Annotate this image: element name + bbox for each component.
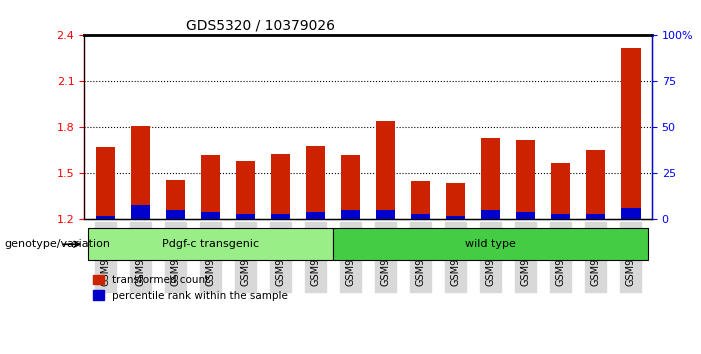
- Bar: [586, 214, 606, 219]
- Bar: [446, 216, 465, 219]
- Bar: [236, 214, 255, 219]
- Text: genotype/variation: genotype/variation: [4, 239, 110, 249]
- Bar: [516, 140, 536, 219]
- Bar: [551, 214, 571, 219]
- Bar: [306, 212, 325, 219]
- Text: Pdgf-c transgenic: Pdgf-c transgenic: [162, 239, 259, 249]
- Bar: [271, 154, 290, 219]
- FancyBboxPatch shape: [333, 228, 648, 260]
- Bar: [341, 210, 360, 219]
- Bar: [446, 183, 465, 219]
- Bar: [130, 126, 150, 219]
- Bar: [341, 155, 360, 219]
- Bar: [165, 179, 185, 219]
- Bar: [551, 163, 571, 219]
- Text: GDS5320 / 10379026: GDS5320 / 10379026: [186, 19, 335, 33]
- Bar: [376, 121, 395, 219]
- Legend: transformed count, percentile rank within the sample: transformed count, percentile rank withi…: [89, 271, 292, 305]
- Bar: [516, 212, 536, 219]
- Bar: [621, 209, 641, 219]
- Bar: [481, 138, 501, 219]
- Bar: [165, 210, 185, 219]
- FancyBboxPatch shape: [88, 228, 333, 260]
- Bar: [481, 210, 501, 219]
- Text: wild type: wild type: [465, 239, 516, 249]
- Bar: [306, 146, 325, 219]
- Bar: [236, 161, 255, 219]
- Bar: [95, 147, 115, 219]
- Bar: [411, 214, 430, 219]
- Bar: [130, 205, 150, 219]
- Bar: [621, 48, 641, 219]
- Bar: [271, 214, 290, 219]
- Bar: [200, 155, 220, 219]
- Bar: [95, 216, 115, 219]
- Bar: [411, 181, 430, 219]
- Bar: [586, 150, 606, 219]
- Bar: [376, 210, 395, 219]
- Bar: [200, 212, 220, 219]
